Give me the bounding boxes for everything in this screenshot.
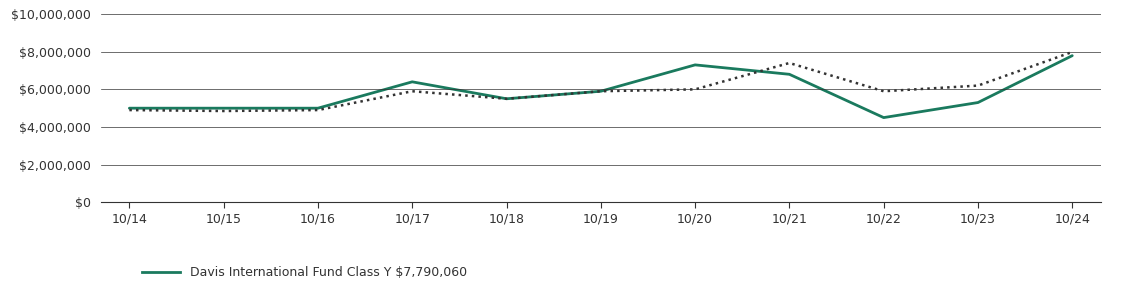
Legend: Davis International Fund Class Y $7,790,060, MSCI ACWI ex USA $7,986,062: Davis International Fund Class Y $7,790,…	[137, 261, 472, 281]
